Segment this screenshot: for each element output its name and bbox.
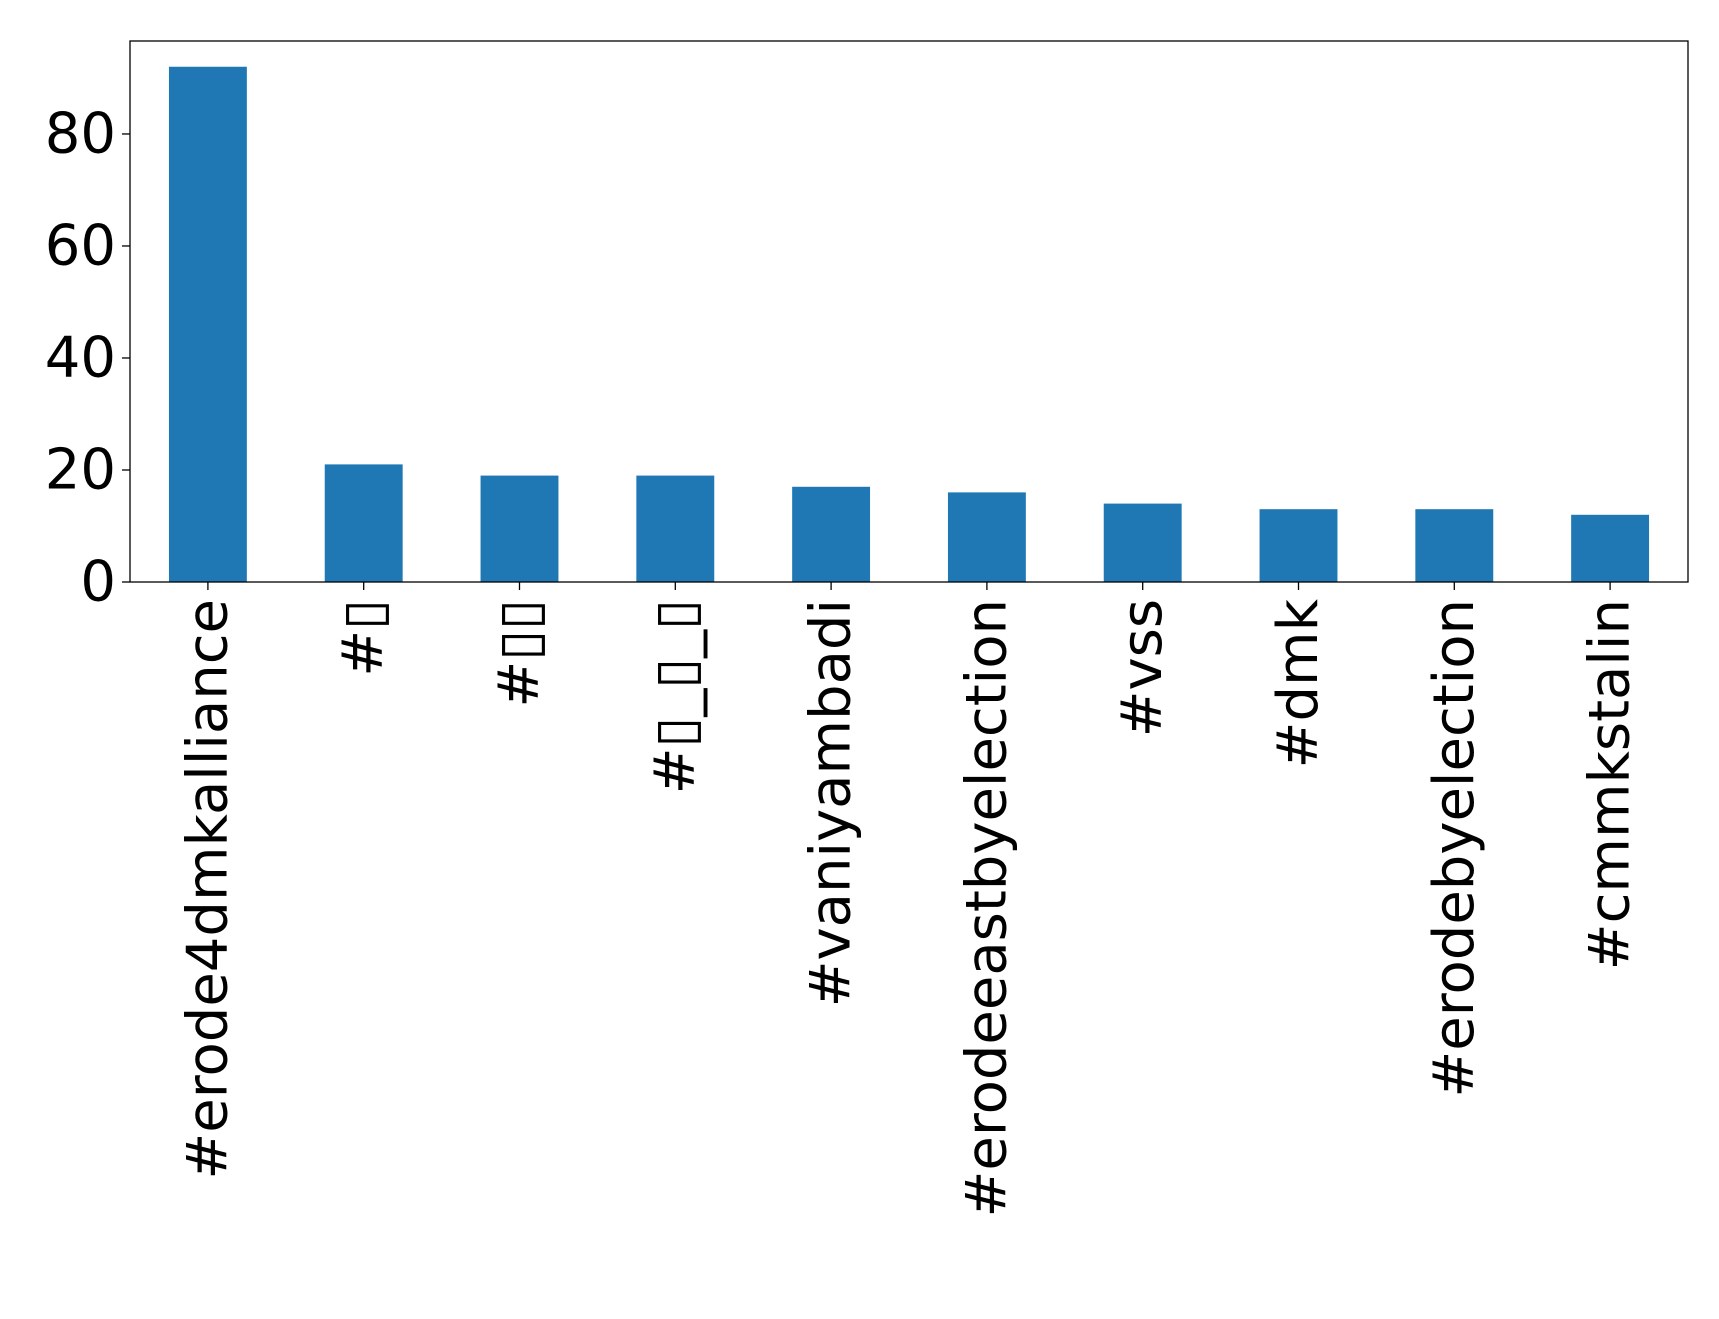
- x-tick-label-8: #erodebyelection: [1422, 599, 1487, 1098]
- bar-2: [480, 475, 559, 582]
- y-tick-label-4: 80: [45, 101, 116, 166]
- bar-6: [1103, 503, 1182, 582]
- bar-8: [1415, 509, 1494, 582]
- y-tick-label-2: 40: [45, 325, 116, 390]
- x-tick-label-9: #cmmkstalin: [1578, 599, 1643, 970]
- x-tick-label-6: #vss: [1110, 599, 1175, 737]
- bar-7: [1259, 509, 1338, 582]
- bar-0: [168, 66, 247, 582]
- plot-frame: [129, 40, 1689, 583]
- y-tick-label-0: 0: [80, 550, 116, 615]
- x-tick-label-2: #▯▯: [487, 599, 552, 708]
- bar-5: [947, 492, 1026, 582]
- bar-4: [792, 486, 871, 582]
- bar-9: [1571, 514, 1650, 582]
- x-axis: #erode4dmkalliance #▯ #▯▯ #▯_▯_▯ #vaniyambad…: [175, 582, 1643, 1218]
- x-tick-label-3: #▯_▯_▯: [643, 599, 708, 794]
- x-tick-label-7: #dmk: [1266, 598, 1331, 768]
- x-tick-label-5: #erodeeastbyelection: [954, 599, 1019, 1218]
- y-tick-label-3: 60: [45, 213, 116, 278]
- y-tick-label-1: 20: [45, 437, 116, 502]
- x-tick-label-4: #vaniyambadi: [799, 599, 864, 1007]
- x-tick-label-1: #▯: [331, 599, 396, 677]
- y-axis: 0 20 40 60 80: [45, 101, 130, 615]
- bar-1: [324, 464, 403, 582]
- bar-3: [636, 475, 715, 582]
- x-tick-label-0: #erode4dmkalliance: [175, 599, 240, 1180]
- bars: [168, 66, 1650, 582]
